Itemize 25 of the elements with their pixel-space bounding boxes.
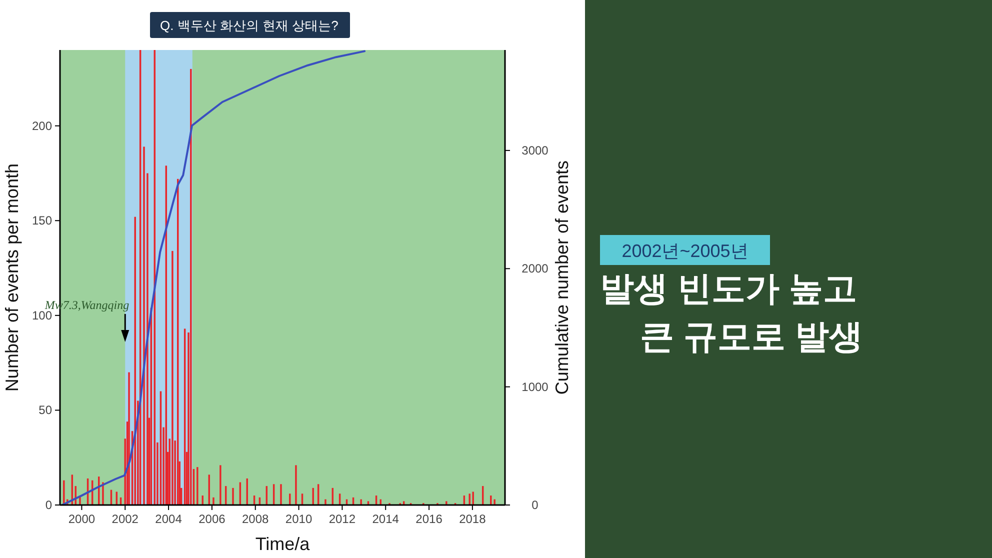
x-tick-label: 2018 [459, 512, 486, 526]
y-axis-title: Number of events per month [2, 163, 22, 392]
y-tick-label: 0 [45, 498, 52, 512]
y2-tick-label: 3000 [522, 143, 549, 158]
x-tick-label: 2008 [242, 512, 270, 526]
text: 발생 빈도가 높고 큰 규모로 발생 [600, 270, 863, 356]
y-tick-label: 150 [32, 214, 52, 228]
y-tick-label: 100 [32, 308, 52, 322]
x-tick-label: 2012 [328, 512, 356, 526]
x-tick-label: 2016 [416, 512, 443, 526]
x-axis-title: Time/a [255, 534, 311, 554]
x-tick-label: 2010 [285, 512, 312, 526]
y2-tick-label: 0 [532, 498, 539, 512]
x-tick-label: 2000 [68, 512, 96, 526]
y2-tick-label: 2000 [522, 262, 549, 276]
y2-axis-title: Cumulative number of events [552, 160, 572, 395]
y-tick-label: 200 [32, 118, 52, 133]
y2-tick-label: 1000 [522, 380, 549, 394]
x-tick-label: 2014 [372, 512, 400, 526]
x-tick-label: 2002 [112, 512, 139, 526]
x-tick-label: 2006 [198, 512, 226, 526]
y-tick-label: 50 [38, 403, 52, 418]
text: 2002년~2005년 [622, 241, 748, 261]
x-tick-label: 2004 [155, 512, 182, 526]
chart-title: Q. 백두산 화산의 현재 상태는? [160, 18, 338, 33]
